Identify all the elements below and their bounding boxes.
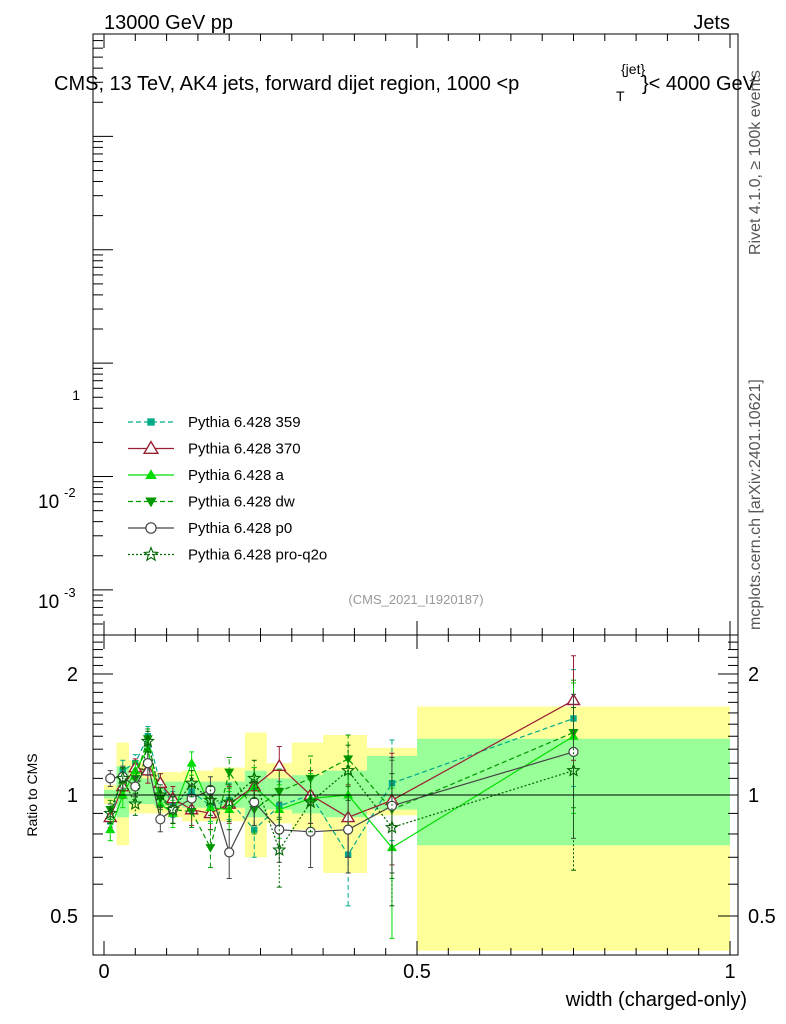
rivet-version-label: Rivet 4.1.0, ≥ 100k events — [747, 70, 764, 255]
legend-marker — [142, 546, 160, 562]
ratio-ytick-label-right: 0.5 — [748, 906, 776, 928]
ratio-xtick-labels: 0 0.5 1 — [98, 961, 735, 983]
data-point — [224, 847, 235, 858]
ratio-ytick-label-left: 1 — [67, 785, 78, 807]
main-ytick-label-1000-base: 10 — [38, 592, 59, 613]
uncertainty-bands — [104, 706, 730, 951]
series-line — [109, 731, 574, 850]
legend-marker — [145, 497, 157, 508]
legend: Pythia 6.428 359 Pythia 6.428 370 Pythia 6… — [128, 414, 327, 564]
ratio-ytick-labels: 0.5 0.5 1 1 2 2 — [50, 664, 776, 928]
data-point — [303, 794, 318, 809]
ratio-ytick-label-left: 2 — [67, 664, 78, 686]
title-end: }< 4000 GeV — [642, 73, 757, 95]
data-point — [186, 758, 197, 767]
ratio-panel: 0.5 0.51 12 2 0 0.5 1 Ratio to CMS width (cha… — [24, 634, 776, 1011]
mcplots-credit-label: mcplots.cern.ch [arXiv:2401.10621] — [747, 379, 764, 630]
data-point — [115, 770, 130, 785]
legend-label: Pythia 6.428 pro-q2o — [188, 547, 327, 564]
ratio-xtick-label: 0.5 — [403, 961, 431, 983]
data-point — [272, 758, 287, 771]
ratio-ylabel: Ratio to CMS — [24, 753, 40, 836]
data-point — [103, 805, 118, 820]
ratio-axis-ticks — [93, 634, 738, 956]
data-point — [142, 758, 153, 769]
data-point — [205, 844, 216, 853]
legend-marker — [147, 418, 155, 426]
plot-title: CMS, 13 TeV, AK4 jets, forward dijet reg… — [54, 61, 757, 104]
main-panel: 1 10 -2 10 -3 (CMS_2021_I1920187) Pythia… — [38, 33, 739, 636]
data-point — [165, 802, 181, 816]
data-point — [274, 788, 285, 797]
main-axis-ticks — [93, 33, 731, 636]
ratio-xtick-label: 0 — [98, 961, 109, 983]
series-layer — [103, 655, 581, 939]
legend-marker — [142, 440, 160, 455]
ratio-ytick-label-left: 0.5 — [50, 906, 78, 928]
band-green — [104, 789, 117, 799]
main-ytick-label-1000-exp: -3 — [64, 585, 76, 600]
data-point — [566, 763, 581, 777]
main-ytick-label-10-base: 10 — [38, 492, 59, 513]
header-jets-label: Jets — [693, 12, 730, 34]
data-point — [140, 733, 155, 748]
legend-marker — [145, 522, 157, 534]
ratio-xlabel: width (charged-only) — [565, 989, 747, 1011]
legend-marker — [145, 469, 157, 480]
data-point — [117, 790, 128, 799]
data-point — [128, 796, 143, 810]
legend-label: Pythia 6.428 dw — [188, 494, 295, 511]
ratio-ytick-label-right: 1 — [748, 785, 759, 807]
main-ytick-label-1: 1 — [72, 387, 80, 403]
title-subscript: T — [616, 88, 625, 104]
header-energy-label: 13000 GeV pp — [104, 12, 233, 34]
data-point — [224, 768, 235, 778]
series-line — [109, 741, 574, 852]
ratio-xtick-label: 1 — [724, 961, 735, 983]
data-point — [130, 781, 141, 792]
legend-label: Pythia 6.428 359 — [188, 414, 301, 431]
data-point — [155, 814, 166, 825]
series-line — [109, 717, 574, 856]
data-point — [153, 787, 168, 802]
data-point — [272, 842, 287, 856]
data-point — [203, 792, 218, 807]
band-green — [141, 778, 155, 804]
legend-label: Pythia 6.428 p0 — [188, 520, 292, 537]
data-point — [184, 775, 199, 790]
title-main: CMS, 13 TeV, AK4 jets, forward dijet reg… — [54, 73, 519, 95]
data-point — [247, 770, 262, 785]
title-superscript: {jet} — [621, 61, 645, 77]
data-point — [343, 790, 354, 799]
data-point — [105, 773, 116, 784]
series-5 — [103, 707, 581, 907]
data-point — [384, 820, 400, 834]
legend-label: Pythia 6.428 a — [188, 467, 285, 484]
main-panel-frame — [92, 33, 739, 636]
data-point — [340, 763, 356, 777]
analysis-watermark: (CMS_2021_I1920187) — [348, 592, 483, 607]
data-point — [105, 824, 116, 834]
main-ytick-label-10-exp: -2 — [64, 485, 76, 500]
ratio-ytick-label-right: 2 — [748, 664, 759, 686]
data-point — [343, 824, 354, 835]
data-point — [222, 794, 237, 809]
legend-label: Pythia 6.428 370 — [188, 441, 301, 458]
